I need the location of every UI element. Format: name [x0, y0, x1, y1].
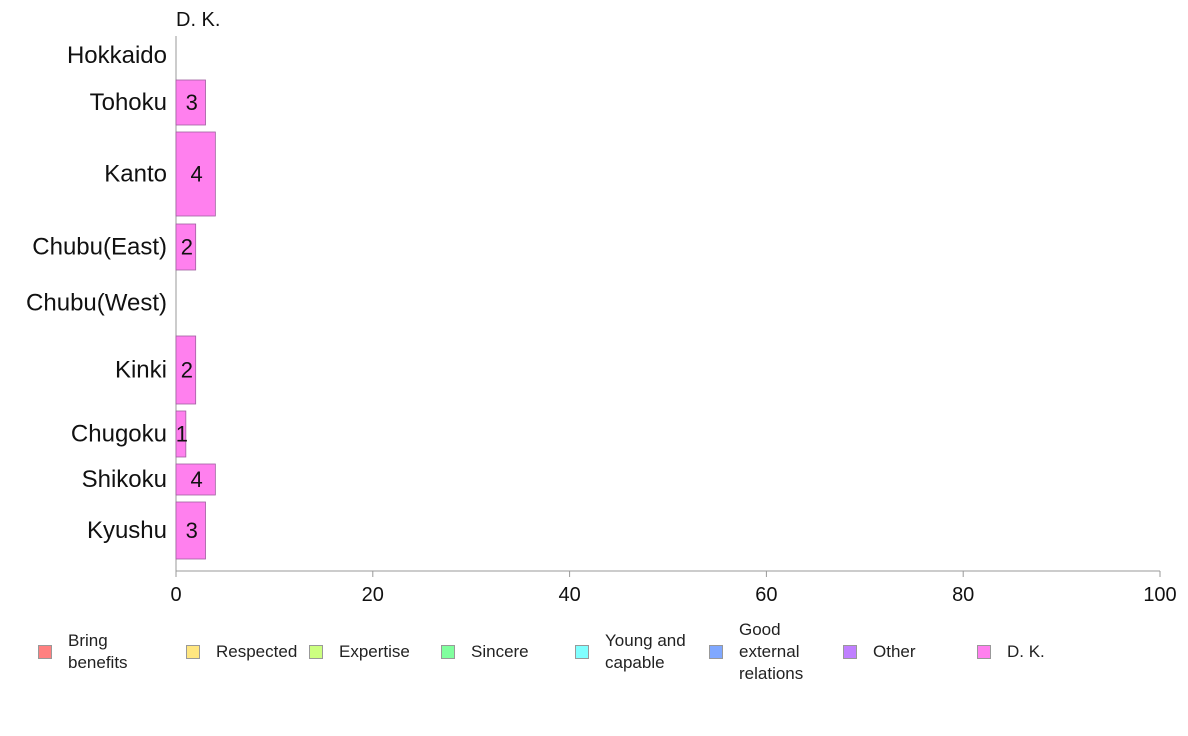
legend-label: Good external relations: [739, 620, 804, 683]
value-label: 3: [186, 90, 198, 115]
bars-group: [175, 79, 216, 560]
legend-item: Other: [843, 620, 953, 684]
bar-chubu-east: [175, 223, 197, 271]
x-tick-label: 40: [558, 584, 580, 606]
category-label: Tohoku: [90, 89, 167, 116]
category-label: Kanto: [104, 161, 167, 188]
legend-item: Good external relations: [709, 620, 829, 684]
category-label: Chubu(West): [26, 290, 167, 317]
category-label: Chubu(East): [32, 234, 167, 261]
legend-label: Respected: [216, 642, 298, 661]
category-label: Hokkaido: [67, 42, 167, 69]
legend-swatch: [441, 645, 455, 659]
x-tick-label: 80: [952, 584, 974, 606]
bar-shikoku: [175, 463, 216, 496]
bar-kanto: [175, 131, 216, 217]
category-label: Kyushu: [87, 517, 167, 544]
legend-swatch: [186, 645, 200, 659]
category-labels: Hokkaido Tohoku Kanto Chubu(East) Chubu(West…: [26, 42, 167, 544]
legend-label: Other: [873, 642, 916, 661]
value-label: 4: [191, 162, 203, 187]
category-label: Kinki: [115, 357, 167, 384]
legend-label: Expertise: [339, 642, 410, 661]
x-tick-label: 20: [362, 584, 384, 606]
x-axis-ticks: 0 20 40 60 80 100: [170, 571, 1177, 606]
legend-label: D. K.: [1007, 642, 1045, 661]
bar-tohoku: [175, 79, 206, 126]
x-tick-label: 100: [1143, 584, 1176, 606]
legend-label: Sincere: [471, 642, 529, 661]
category-label: Chugoku: [71, 421, 167, 448]
legend-item: Respected: [186, 620, 301, 684]
value-label: 2: [181, 235, 193, 260]
value-label: 4: [191, 467, 203, 492]
bar-kyushu: [175, 501, 206, 560]
x-tick-label: 60: [755, 584, 777, 606]
legend-swatch: [309, 645, 323, 659]
legend-swatch: [38, 645, 52, 659]
value-label: 3: [186, 518, 198, 543]
facet-title: D. K.: [176, 9, 220, 31]
legend-item: Sincere: [441, 620, 561, 684]
legend-label: Young and capable: [605, 631, 686, 672]
legend-item: Expertise: [309, 620, 429, 684]
bar-chugoku: [175, 410, 187, 458]
legend-item: Bring benefits: [38, 620, 158, 684]
legend: Bring benefits Respected Expertise Sincere Y…: [38, 620, 1158, 700]
legend-swatch: [575, 645, 589, 659]
legend-item: D. K.: [977, 620, 1097, 684]
legend-item: Young and capable: [575, 620, 695, 684]
x-tick-label: 0: [170, 584, 181, 606]
legend-label: Bring benefits: [68, 631, 128, 672]
legend-swatch: [977, 645, 991, 659]
legend-swatch: [709, 645, 723, 659]
legend-swatch: [843, 645, 857, 659]
value-label: 2: [181, 358, 193, 383]
category-label: Shikoku: [82, 466, 167, 493]
bar-kinki: [175, 335, 197, 405]
value-label: 1: [176, 422, 188, 447]
